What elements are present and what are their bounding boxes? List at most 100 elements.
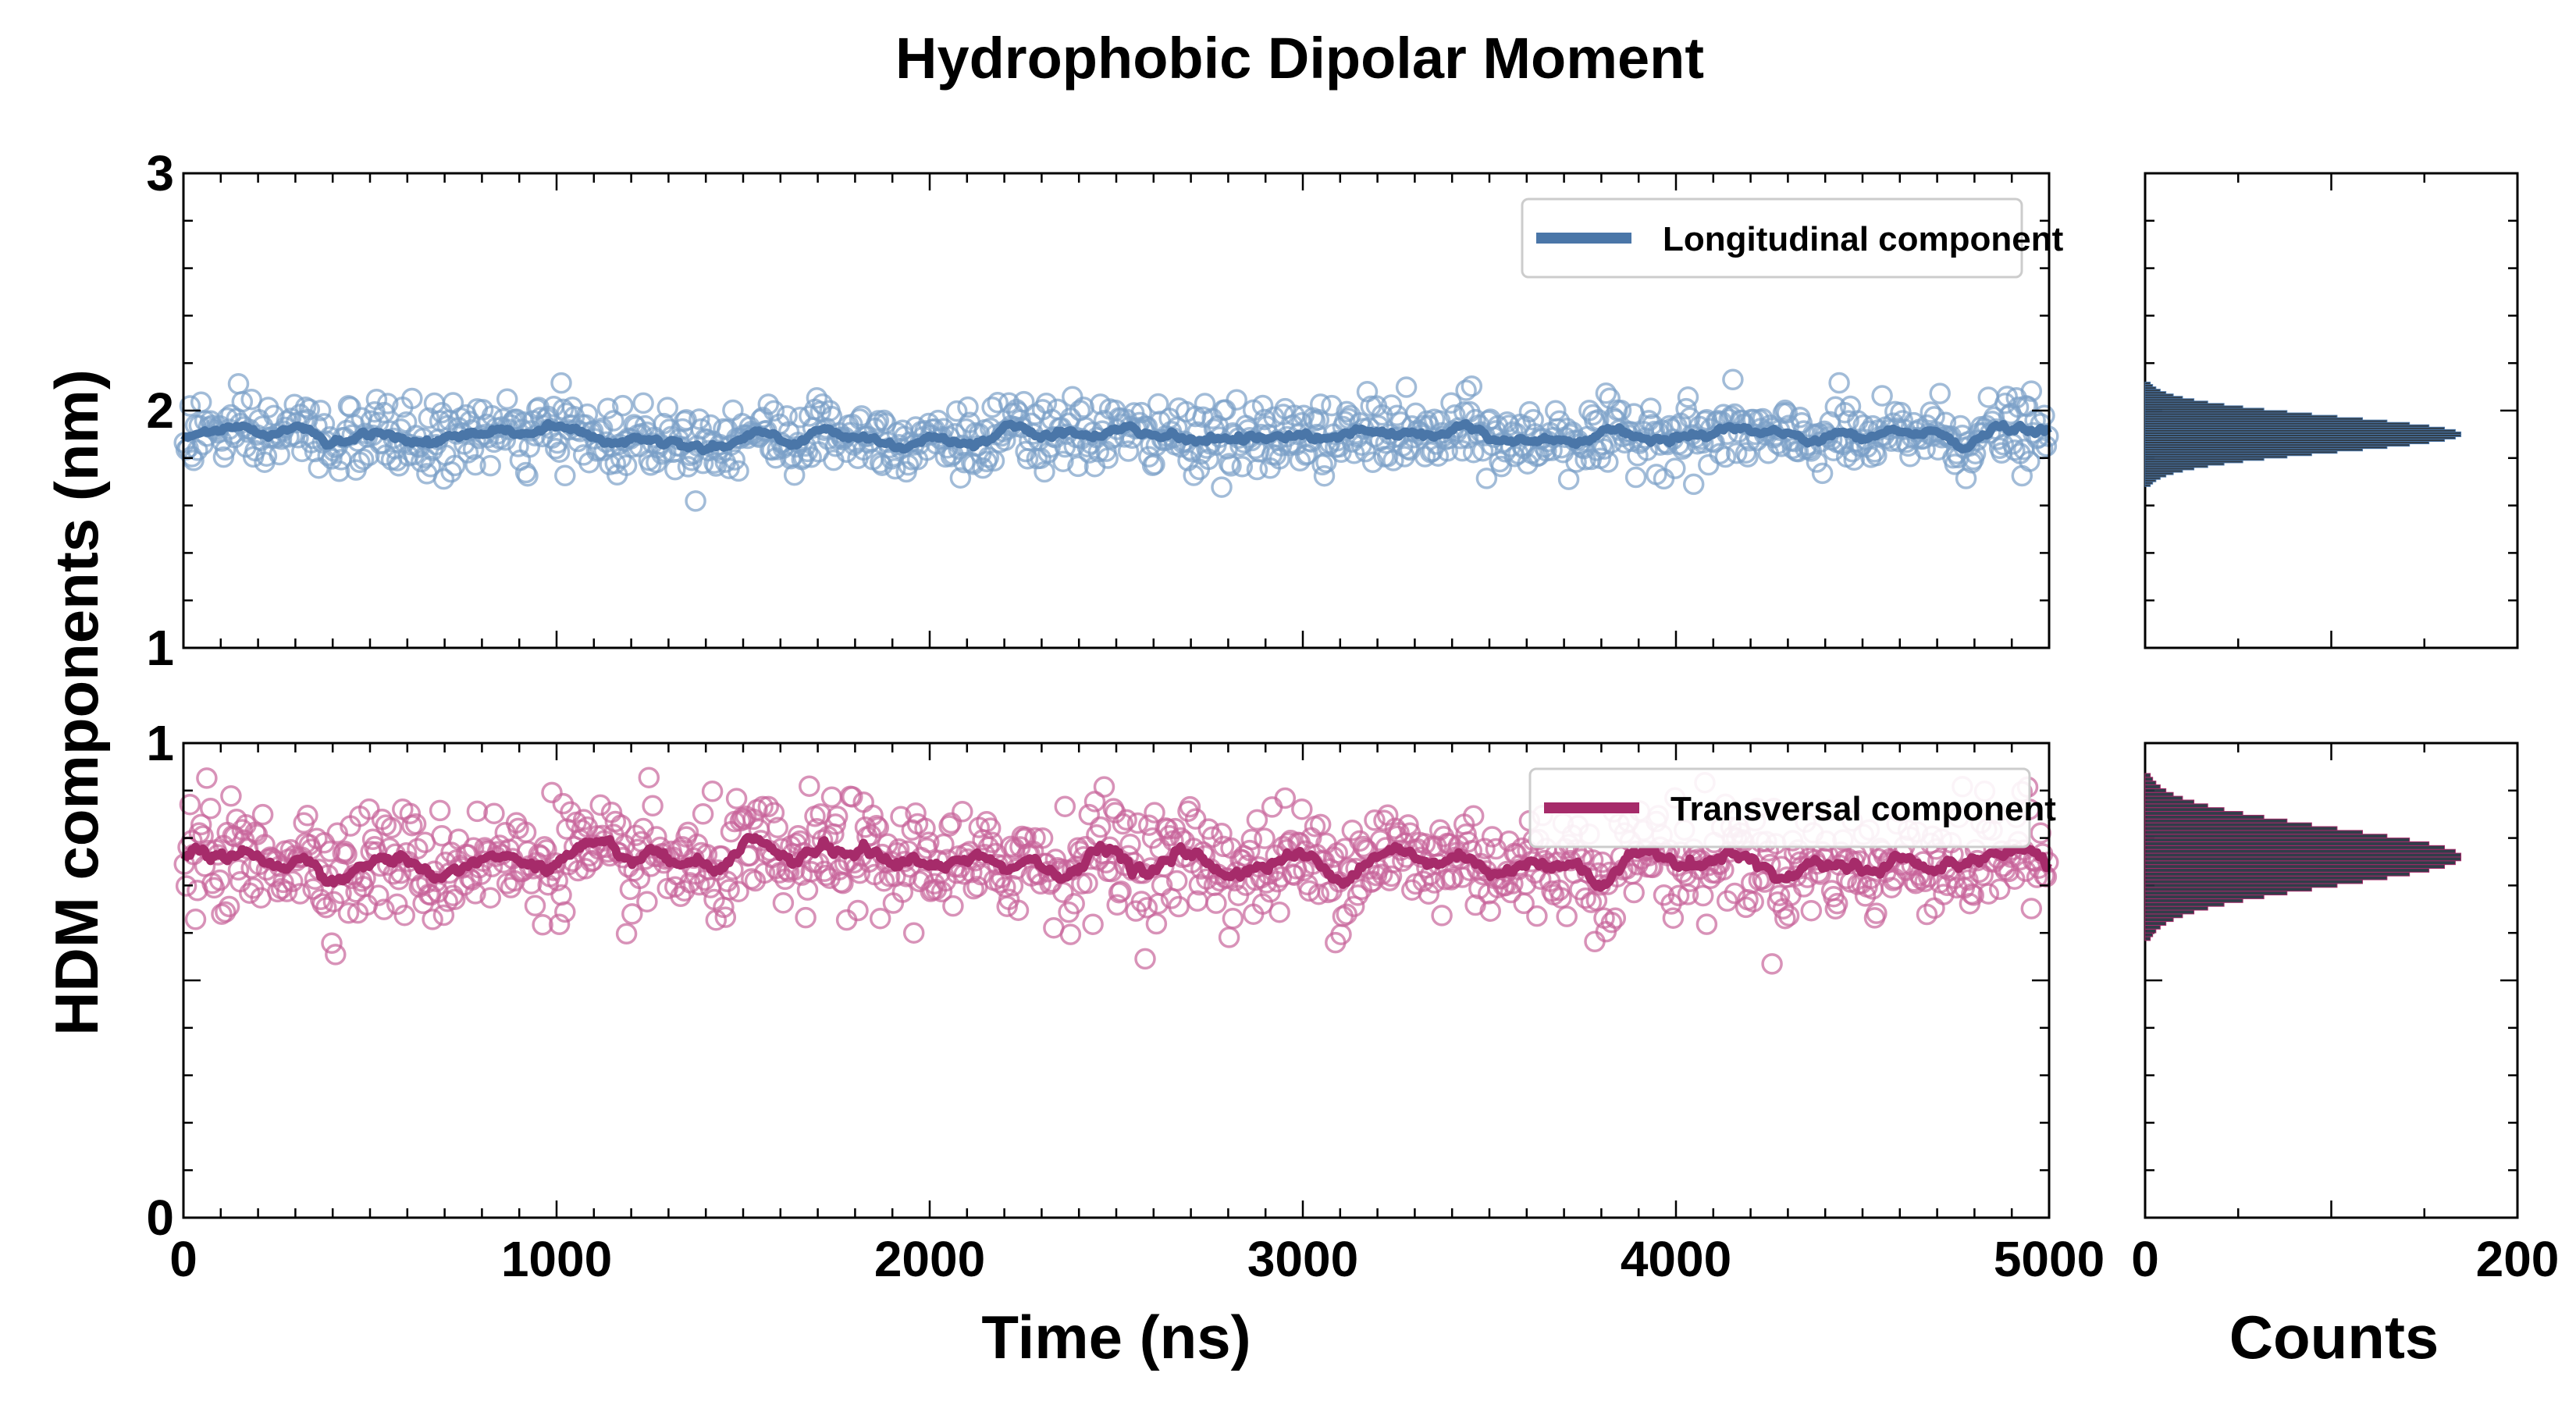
longitudinal-data-point xyxy=(1226,389,1247,411)
longitudinal-data-point xyxy=(419,456,442,478)
transversal-data-point xyxy=(466,800,489,823)
transversal-data-point xyxy=(1205,892,1227,914)
longitudinal-data-point xyxy=(1682,473,1705,496)
longitudinal-data-point xyxy=(688,408,710,430)
transversal-hist-bar xyxy=(2144,795,2183,801)
longitudinal-data-point xyxy=(1828,372,1850,394)
longitudinal-data-point xyxy=(1461,375,1483,397)
transversal-data-point xyxy=(767,816,788,838)
transversal-data-point xyxy=(1866,902,1888,924)
transversal-data-point xyxy=(809,803,831,825)
transversal-data-point xyxy=(1585,889,1608,912)
transversal-data-point xyxy=(866,815,888,837)
transversal-hist-bar xyxy=(2144,830,2364,835)
transversal-data-point xyxy=(218,895,240,918)
longitudinal-legend-box xyxy=(1521,197,2023,279)
longitudinal-data-point xyxy=(1012,390,1035,413)
transversal-data-point xyxy=(184,909,207,930)
longitudinal-data-point xyxy=(1929,382,1951,404)
longitudinal-data-point xyxy=(1007,401,1030,423)
transversal-data-point xyxy=(1112,813,1134,835)
transversal-data-point xyxy=(554,901,576,923)
transversal-data-point xyxy=(432,904,455,927)
transversal-data-point xyxy=(1677,884,1699,905)
transversal-hist-bar xyxy=(2144,818,2288,823)
transversal-hist-bar xyxy=(2144,871,2411,877)
panel-longitudinal: 1 2 3 Longitudinal component xyxy=(146,145,2519,676)
transversal-data-point xyxy=(215,901,237,923)
longitudinal-data-point xyxy=(554,464,576,487)
transversal-data-point xyxy=(1800,899,1823,922)
longitudinal-data-point xyxy=(376,393,399,414)
transversal-data-point xyxy=(368,884,390,906)
longitudinal-data-point xyxy=(656,397,678,418)
transversal-data-point xyxy=(701,781,724,802)
transversal-data-point xyxy=(891,881,914,903)
transversal-data-point xyxy=(757,795,780,818)
transversal-data-point xyxy=(714,906,737,928)
longitudinal-data-point xyxy=(1309,393,1332,415)
longitudinal-data-point xyxy=(949,467,972,489)
longitudinal-data-point xyxy=(690,418,712,440)
longitudinal-data-point xyxy=(1313,464,1336,487)
longitudinal-data-point xyxy=(1376,446,1399,468)
transversal-running-mean-line xyxy=(180,833,2052,892)
transversal-data-point xyxy=(1078,803,1101,826)
transversal-data-point xyxy=(2020,898,2043,919)
transversal-data-point xyxy=(725,788,748,809)
transversal-data-point xyxy=(1309,813,1332,836)
transversal-data-point xyxy=(1695,913,1718,935)
transversal-data-point xyxy=(190,813,212,836)
transversal-hist-bar xyxy=(2144,891,2288,896)
transversal-hist-bar xyxy=(2144,905,2208,911)
transversal-data-point xyxy=(1642,856,1663,879)
longitudinal-data-point xyxy=(1698,454,1720,476)
transversal-data-point xyxy=(1479,900,1501,922)
longitudinal-data-point xyxy=(358,444,380,467)
transversal-data-point xyxy=(692,803,714,825)
longitudinal-legend-label: Longitudinal component xyxy=(1663,220,2064,258)
transversal-data-point xyxy=(1412,870,1434,892)
transversal-data-point xyxy=(1384,817,1407,839)
transversal-data-point xyxy=(464,883,486,905)
transversal-data-point xyxy=(914,817,936,839)
transversal-data-point xyxy=(196,767,218,789)
transversal-hist-bar xyxy=(2144,773,2151,778)
transversal-data-point xyxy=(318,840,341,863)
transversal-data-point xyxy=(336,843,358,866)
transversal-data-point xyxy=(1261,796,1283,818)
transversal-hist-bar xyxy=(2144,781,2157,786)
transversal-data-point xyxy=(175,875,197,897)
transversal-data-point xyxy=(1792,876,1815,898)
hist-x-tick-label: 0 xyxy=(2131,1231,2159,1287)
longitudinal-data-point xyxy=(352,448,375,471)
transversal-hist-bar xyxy=(2144,879,2364,884)
longitudinal-data-point xyxy=(2019,450,2041,472)
longitudinal-data-point xyxy=(1311,454,1333,476)
longitudinal-data-point xyxy=(1920,401,1941,423)
transversal-data-point xyxy=(938,815,960,837)
x-axis-label: Time (ns) xyxy=(981,1303,1251,1371)
transversal-hist-bar xyxy=(2144,822,2312,827)
transversal-data-point xyxy=(636,891,658,912)
longitudinal-data-point xyxy=(1811,462,1834,485)
transversal-hist-bar xyxy=(2144,845,2446,850)
transversal-data-point xyxy=(223,825,246,848)
transversal-hist-bar xyxy=(2144,864,2446,870)
longitudinal-data-point xyxy=(2033,404,2055,427)
longitudinal-data-point xyxy=(705,455,728,477)
longitudinal-data-point xyxy=(1130,401,1153,424)
transversal-data-point xyxy=(1474,838,1496,859)
transversal-data-point xyxy=(220,785,242,807)
transversal-data-point xyxy=(895,866,917,887)
longitudinal-data-point xyxy=(1211,476,1233,498)
transversal-data-point xyxy=(1093,776,1115,798)
longitudinal-data-point xyxy=(1923,406,1945,428)
transversal-data-point xyxy=(1462,805,1485,827)
longitudinal-data-point xyxy=(1308,408,1330,431)
transversal-hist-bar xyxy=(2144,841,2430,846)
transversal-data-point xyxy=(1218,927,1240,948)
longitudinal-data-point xyxy=(757,393,780,415)
transversal-hist-bar xyxy=(2144,909,2195,915)
